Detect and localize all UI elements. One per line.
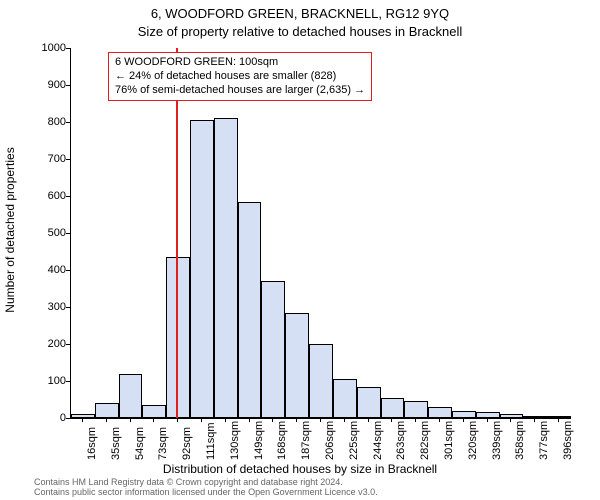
chart-stage: 6, WOODFORD GREEN, BRACKNELL, RG12 9YQ S… xyxy=(0,0,600,500)
y-tick-label: 400 xyxy=(6,264,66,276)
histogram-bar xyxy=(428,407,452,418)
histogram-bar xyxy=(214,118,238,418)
y-tick-mark xyxy=(66,307,70,308)
x-tick-mark xyxy=(272,418,273,422)
y-tick-mark xyxy=(66,344,70,345)
y-tick-mark xyxy=(66,270,70,271)
x-tick-mark xyxy=(130,418,131,422)
x-tick-mark xyxy=(391,418,392,422)
y-tick-mark xyxy=(66,159,70,160)
x-tick-mark xyxy=(225,418,226,422)
x-tick-label: 282sqm xyxy=(419,421,431,460)
y-tick-label: 1000 xyxy=(6,42,66,54)
x-tick-label: 111sqm xyxy=(205,422,217,460)
histogram-bar xyxy=(119,374,143,418)
y-tick-mark xyxy=(66,381,70,382)
y-tick-mark xyxy=(66,48,70,49)
page-subtitle: Size of property relative to detached ho… xyxy=(0,24,600,39)
histogram-bar xyxy=(190,120,214,418)
x-tick-label: 396sqm xyxy=(562,421,574,460)
y-tick-label: 500 xyxy=(6,227,66,239)
histogram-bar xyxy=(261,281,285,418)
x-tick-mark xyxy=(534,418,535,422)
histogram-bar xyxy=(95,403,119,418)
x-tick-label: 16sqm xyxy=(86,427,98,460)
y-tick-mark xyxy=(66,196,70,197)
x-tick-label: 92sqm xyxy=(181,427,193,460)
x-tick-mark xyxy=(106,418,107,422)
x-tick-label: 339sqm xyxy=(491,421,503,460)
x-tick-label: 130sqm xyxy=(229,421,241,460)
page-title: 6, WOODFORD GREEN, BRACKNELL, RG12 9YQ xyxy=(0,6,600,21)
x-tick-label: 54sqm xyxy=(134,427,146,460)
histogram-bar xyxy=(142,405,166,418)
y-tick-label: 300 xyxy=(6,301,66,313)
x-tick-label: 377sqm xyxy=(538,421,550,460)
y-tick-label: 900 xyxy=(6,79,66,91)
x-tick-mark xyxy=(415,418,416,422)
x-tick-mark xyxy=(463,418,464,422)
x-axis-label: Distribution of detached houses by size … xyxy=(0,462,600,476)
x-tick-label: 149sqm xyxy=(253,421,265,460)
x-tick-mark xyxy=(344,418,345,422)
histogram-bar xyxy=(238,202,262,418)
x-tick-mark xyxy=(320,418,321,422)
info-box: 6 WOODFORD GREEN: 100sqm ← 24% of detach… xyxy=(108,52,372,101)
infobox-line: 6 WOODFORD GREEN: 100sqm xyxy=(115,56,365,70)
x-tick-label: 320sqm xyxy=(467,421,479,460)
x-tick-label: 263sqm xyxy=(395,421,407,460)
x-tick-mark xyxy=(177,418,178,422)
x-tick-mark xyxy=(558,418,559,422)
infobox-line: 76% of semi-detached houses are larger (… xyxy=(115,84,365,98)
histogram-bar xyxy=(285,313,309,418)
y-tick-label: 200 xyxy=(6,338,66,350)
x-tick-mark xyxy=(249,418,250,422)
x-tick-mark xyxy=(296,418,297,422)
footer-attribution: Contains HM Land Registry data © Crown c… xyxy=(34,478,378,498)
histogram-bar xyxy=(452,411,476,418)
x-tick-label: 225sqm xyxy=(348,421,360,460)
histogram-bar xyxy=(333,379,357,418)
x-tick-mark xyxy=(153,418,154,422)
y-tick-mark xyxy=(66,122,70,123)
x-tick-label: 35sqm xyxy=(110,427,122,460)
property-size-marker xyxy=(176,48,178,418)
x-tick-label: 206sqm xyxy=(324,421,336,460)
x-tick-label: 244sqm xyxy=(372,421,384,460)
x-tick-mark xyxy=(510,418,511,422)
histogram-bar xyxy=(357,387,381,418)
x-tick-mark xyxy=(201,418,202,422)
y-tick-mark xyxy=(66,233,70,234)
x-tick-label: 187sqm xyxy=(300,421,312,460)
x-tick-label: 301sqm xyxy=(443,421,455,460)
histogram-bar xyxy=(381,398,405,418)
plot-area xyxy=(70,48,571,419)
y-tick-label: 0 xyxy=(6,412,66,424)
footer-line: Contains public sector information licen… xyxy=(34,488,378,498)
y-tick-label: 600 xyxy=(6,190,66,202)
histogram-bar xyxy=(166,257,190,418)
histogram-bar xyxy=(309,344,333,418)
y-tick-label: 100 xyxy=(6,375,66,387)
x-tick-mark xyxy=(368,418,369,422)
y-tick-label: 700 xyxy=(6,153,66,165)
y-tick-mark xyxy=(66,418,70,419)
infobox-line: ← 24% of detached houses are smaller (82… xyxy=(115,70,365,84)
x-tick-mark xyxy=(82,418,83,422)
x-tick-label: 73sqm xyxy=(157,427,169,460)
y-tick-mark xyxy=(66,85,70,86)
histogram-bar xyxy=(71,414,95,418)
histogram-bar xyxy=(404,401,428,418)
x-tick-mark xyxy=(439,418,440,422)
x-tick-mark xyxy=(487,418,488,422)
x-tick-label: 168sqm xyxy=(276,421,288,460)
y-tick-label: 800 xyxy=(6,116,66,128)
x-tick-label: 358sqm xyxy=(514,421,526,460)
